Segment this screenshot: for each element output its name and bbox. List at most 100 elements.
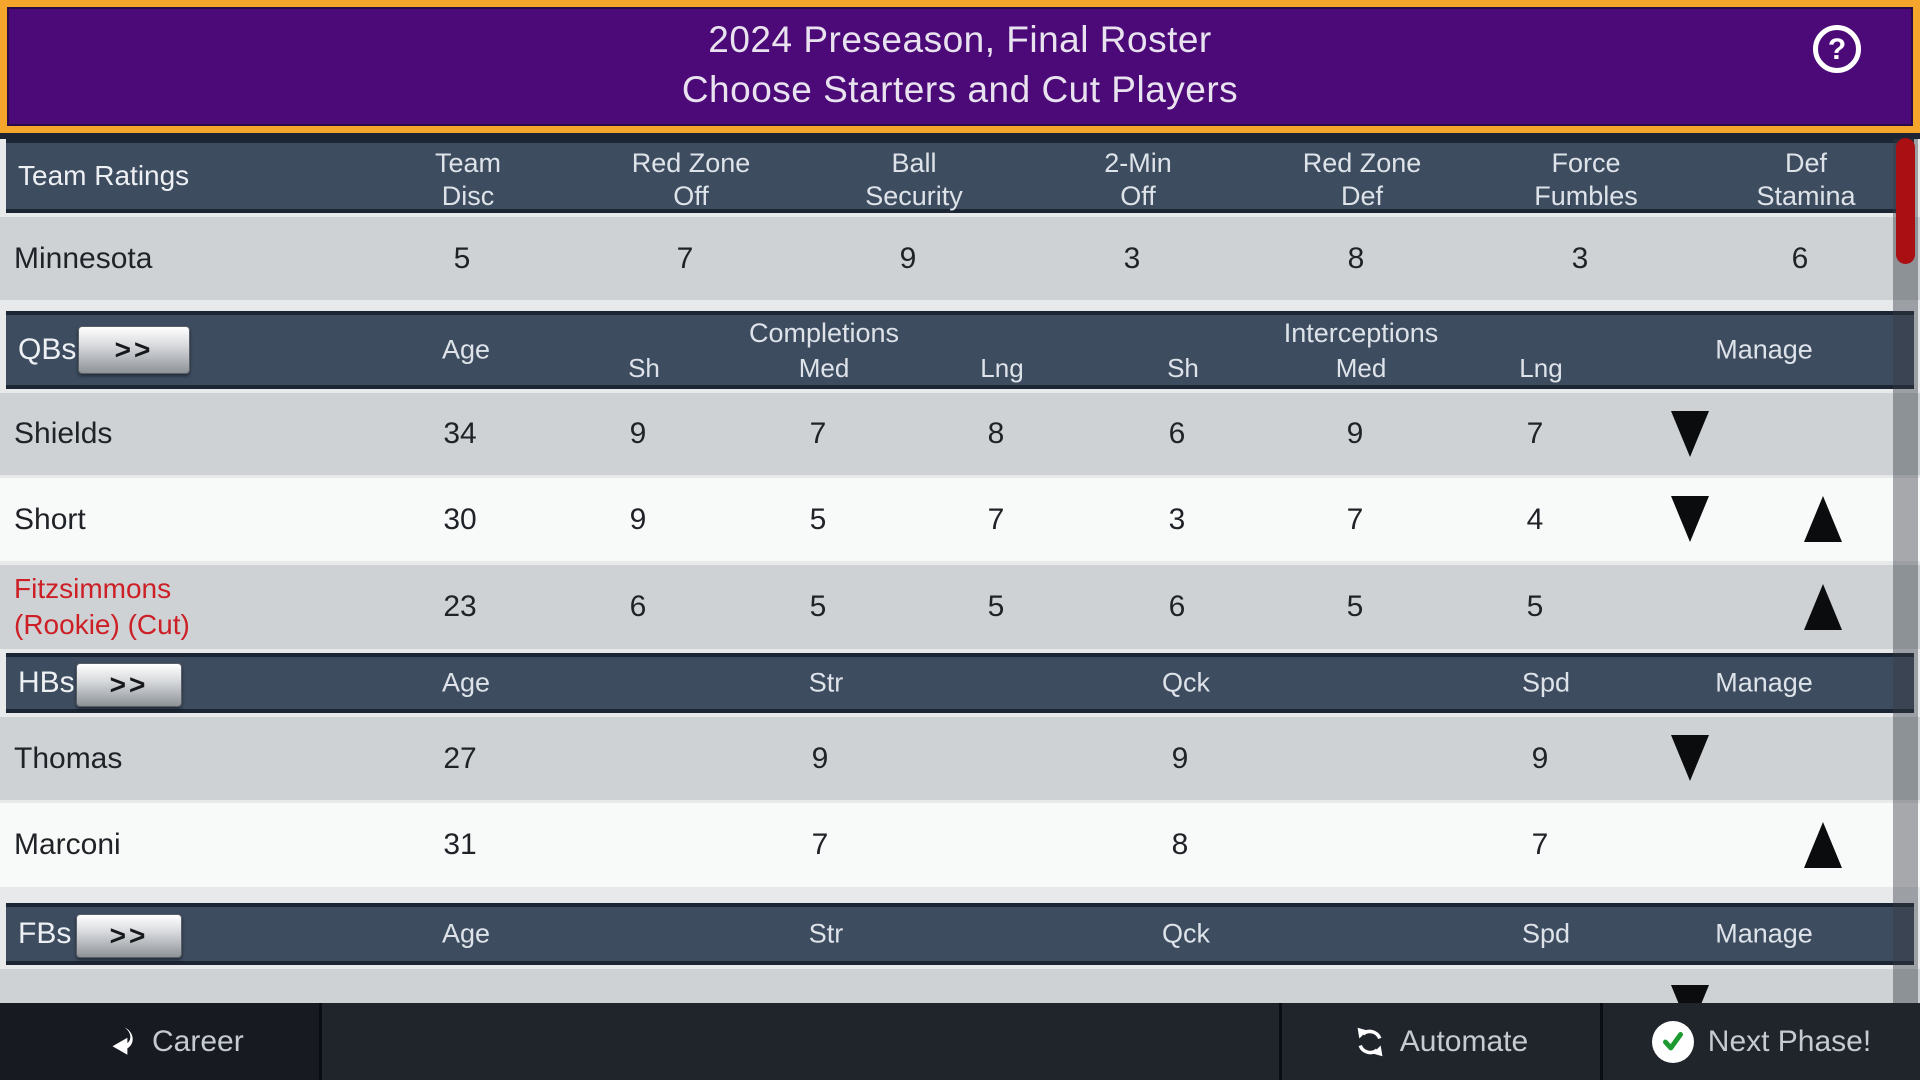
hb-age-header: Age — [441, 667, 491, 698]
interceptions-sh-header: Sh — [1167, 353, 1199, 383]
2min-off-value: 3 — [1123, 241, 1141, 275]
qb-row-fitzsimmons: Fitzsimmons (Rookie) (Cut) 23 6 5 5 6 5 … — [0, 565, 1920, 649]
automate-refresh-icon — [1354, 1026, 1386, 1058]
qbs-expand-button[interactable]: >> — [78, 326, 190, 374]
automate-label: Automate — [1399, 1024, 1529, 1058]
interceptions-group-header: Interceptions — [1283, 318, 1439, 348]
fb-str-header: Str — [808, 918, 844, 949]
bottom-bar: Career Automate Next Phase! — [0, 1003, 1920, 1080]
hb-manage-header: Manage — [1715, 667, 1813, 698]
hb-qck: 9 — [1171, 741, 1189, 775]
qb-int-sh: 6 — [1168, 417, 1186, 450]
team-ratings-header: Team Ratings Team Disc Red Zone Off Ball Se… — [6, 139, 1914, 213]
completions-med-header: Med — [798, 353, 850, 383]
qb-comp-sh: 9 — [629, 417, 647, 450]
qb-row-short: Short 30 9 5 7 3 7 4 — [0, 478, 1920, 561]
promote-icon[interactable] — [1804, 496, 1842, 542]
hb-age: 27 — [443, 741, 477, 775]
fb-manage-header: Manage — [1715, 918, 1813, 949]
qb-manage-header: Manage — [1715, 334, 1813, 365]
hb-spd: 9 — [1531, 741, 1549, 775]
qb-int-lng: 5 — [1526, 590, 1544, 623]
interceptions-med-header: Med — [1335, 353, 1387, 383]
demote-icon[interactable] — [1671, 985, 1709, 1003]
qb-age: 23 — [443, 590, 477, 623]
career-back-icon — [104, 1025, 138, 1059]
qb-int-med: 7 — [1346, 502, 1364, 536]
fbs-section-header: FBs >> Age Str Qck Spd Manage — [6, 903, 1914, 965]
player-name: Marconi — [14, 828, 121, 861]
promote-icon[interactable] — [1804, 584, 1842, 630]
qb-int-sh: 3 — [1168, 502, 1186, 536]
player-name: Thomas — [14, 741, 123, 775]
column-header-red-zone-def: Red Zone Def — [1302, 148, 1422, 211]
force-fumbles-value: 3 — [1571, 241, 1589, 275]
automate-button[interactable]: Automate — [1282, 1003, 1600, 1080]
next-phase-label: Next Phase! — [1707, 1024, 1872, 1058]
column-header-def-stamina: Def Stamina — [1756, 148, 1856, 211]
hbs-label: HBs — [18, 666, 75, 699]
qb-age: 34 — [443, 417, 477, 450]
hbs-expand-button[interactable]: >> — [76, 663, 182, 707]
column-header-red-zone-off: Red Zone Off — [631, 148, 751, 211]
qb-comp-med: 7 — [809, 417, 827, 450]
scrollbar-track[interactable] — [1893, 139, 1918, 1003]
qb-comp-sh: 9 — [629, 502, 647, 536]
qb-comp-med: 5 — [809, 502, 827, 536]
next-phase-button[interactable]: Next Phase! — [1603, 1003, 1920, 1080]
fbs-expand-button[interactable]: >> — [76, 914, 182, 958]
column-header-team-disc: Team Disc — [434, 148, 502, 211]
demote-icon[interactable] — [1671, 411, 1709, 457]
qb-comp-med: 5 — [809, 590, 827, 623]
scrollbar-thumb[interactable] — [1896, 138, 1915, 264]
bottom-bar-divider — [319, 1003, 322, 1080]
team-ratings-row: Minnesota 5 7 9 3 8 3 6 — [0, 217, 1920, 300]
qbs-section-header: QBs >> Age Completions Sh Med Lng Interc… — [6, 311, 1914, 389]
player-name: Short — [14, 502, 86, 536]
player-name-cut: Fitzsimmons (Rookie) (Cut) — [14, 573, 190, 640]
column-header-force-fumbles: Force Fumbles — [1534, 148, 1638, 211]
team-disc-value: 5 — [453, 241, 471, 275]
phase-title-line2: Choose Starters and Cut Players — [681, 69, 1239, 110]
def-stamina-value: 6 — [1791, 241, 1809, 275]
ball-security-value: 9 — [899, 241, 917, 275]
qb-int-sh: 6 — [1168, 590, 1186, 623]
qb-row-shields: Shields 34 9 7 8 6 9 7 — [0, 393, 1920, 475]
qb-int-med: 5 — [1346, 590, 1364, 623]
qb-comp-lng: 7 — [987, 502, 1005, 536]
hb-row-thomas: Thomas 27 9 9 9 — [0, 717, 1920, 800]
hb-qck: 8 — [1171, 828, 1189, 861]
qb-int-lng: 4 — [1526, 502, 1544, 536]
qb-comp-lng: 5 — [987, 590, 1005, 623]
completions-group-header: Completions — [748, 318, 900, 348]
hb-qck-header: Qck — [1161, 667, 1211, 698]
red-zone-off-value: 7 — [676, 241, 694, 275]
checkmark-icon — [1651, 1020, 1694, 1063]
promote-icon[interactable] — [1804, 822, 1842, 868]
bottom-bar-divider — [1600, 1003, 1603, 1080]
team-ratings-label: Team Ratings — [18, 160, 190, 191]
qb-age-header: Age — [441, 334, 491, 365]
hbs-section-header: HBs >> Age Str Qck Spd Manage — [6, 653, 1914, 713]
completions-sh-header: Sh — [628, 353, 660, 383]
red-zone-def-value: 8 — [1347, 241, 1365, 275]
demote-icon[interactable] — [1671, 496, 1709, 542]
hb-str: 7 — [811, 828, 829, 861]
demote-icon[interactable] — [1671, 735, 1709, 781]
hb-age: 31 — [443, 828, 477, 861]
phase-title: 2024 Preseason, Final Roster Choose Star… — [7, 15, 1913, 115]
hb-row-marconi: Marconi 31 7 8 7 — [0, 803, 1920, 887]
fb-spd-header: Spd — [1521, 918, 1571, 949]
fb-row-partial — [0, 969, 1920, 1003]
hb-spd-header: Spd — [1521, 667, 1571, 698]
help-icon[interactable]: ? — [1813, 25, 1861, 73]
qb-comp-lng: 8 — [987, 417, 1005, 450]
fb-qck-header: Qck — [1161, 918, 1211, 949]
column-header-2min-off: 2-Min Off — [1104, 148, 1172, 211]
fb-age-header: Age — [441, 918, 491, 949]
hb-spd: 7 — [1531, 828, 1549, 861]
career-button[interactable]: Career — [0, 1003, 319, 1080]
qbs-label: QBs — [18, 333, 77, 366]
player-name: Shields — [14, 417, 113, 450]
team-name: Minnesota — [14, 241, 153, 275]
